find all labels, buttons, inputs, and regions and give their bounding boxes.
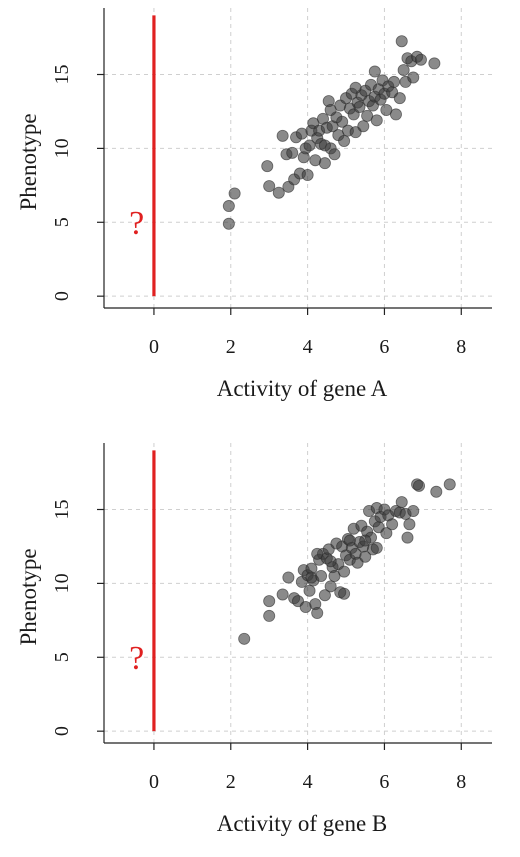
question-mark-annotation: ? xyxy=(129,205,144,242)
data-point xyxy=(338,135,351,148)
data-point xyxy=(311,547,324,560)
x-axis-title: Activity of gene B xyxy=(217,811,388,836)
y-tick-label: 5 xyxy=(51,217,73,227)
x-tick-label: 0 xyxy=(149,336,159,358)
data-point xyxy=(324,580,337,593)
data-point xyxy=(305,571,318,584)
data-point xyxy=(282,571,295,584)
data-point xyxy=(303,584,316,597)
scatter-plot-gene-b: 0 2 4 6 8 0 5 10 15 Activity of gene B Phenotype? xyxy=(16,443,492,836)
data-point xyxy=(324,555,337,568)
x-tick-label: 6 xyxy=(379,336,389,358)
x-tick-label: 8 xyxy=(456,771,466,793)
y-axis-title: Phenotype xyxy=(16,113,41,210)
y-axis-title: Phenotype xyxy=(16,548,41,645)
data-point xyxy=(359,534,372,547)
x-tick-label: 4 xyxy=(303,771,313,793)
y-tick-label: 15 xyxy=(51,65,73,85)
x-axis-title: Activity of gene A xyxy=(217,376,388,401)
data-point xyxy=(318,139,331,152)
question-mark-annotation: ? xyxy=(129,640,144,677)
data-point xyxy=(368,65,381,78)
data-point xyxy=(395,496,408,509)
data-point xyxy=(286,146,299,159)
data-point xyxy=(276,588,289,601)
x-tick-label: 8 xyxy=(456,336,466,358)
data-point xyxy=(343,534,356,547)
data-point xyxy=(222,217,235,230)
x-tick-label: 4 xyxy=(303,336,313,358)
data-point xyxy=(370,541,383,554)
data-point xyxy=(370,114,383,127)
y-tick-label: 0 xyxy=(51,726,73,736)
data-point xyxy=(389,108,402,121)
data-point xyxy=(263,595,276,608)
data-point xyxy=(276,129,289,142)
data-point xyxy=(393,92,406,105)
y-tick-label: 15 xyxy=(51,500,73,520)
data-point xyxy=(261,160,274,173)
data-point xyxy=(301,168,314,181)
data-point xyxy=(403,518,416,531)
data-point xyxy=(407,504,420,517)
data-point xyxy=(324,103,337,116)
scatter-plot-gene-a: 0 2 4 6 8 0 5 10 15 Activity of gene A Phenotype? xyxy=(16,8,492,401)
data-point xyxy=(428,57,441,70)
data-point xyxy=(413,479,426,492)
data-point xyxy=(222,200,235,213)
data-point xyxy=(336,115,349,128)
data-point xyxy=(407,71,420,84)
x-tick-label: 2 xyxy=(226,771,236,793)
panel-gene-a: 0 2 4 6 8 0 5 10 15 Activity of gene A Phenotype? xyxy=(0,0,520,422)
data-point xyxy=(338,565,351,578)
data-point xyxy=(311,606,324,619)
data-point xyxy=(328,148,341,161)
data-point xyxy=(386,518,399,531)
data-point xyxy=(388,75,401,88)
data-point xyxy=(357,120,370,133)
data-point xyxy=(238,632,251,645)
data-point xyxy=(401,531,414,544)
data-point xyxy=(414,53,427,66)
x-tick-label: 2 xyxy=(226,336,236,358)
data-point xyxy=(318,589,331,602)
data-point xyxy=(395,35,408,48)
y-tick-label: 5 xyxy=(51,652,73,662)
data-point xyxy=(318,157,331,170)
x-tick-label: 6 xyxy=(379,771,389,793)
y-tick-label: 10 xyxy=(51,573,73,593)
data-point xyxy=(359,550,372,563)
data-point xyxy=(263,609,276,622)
panel-gene-b: 0 2 4 6 8 0 5 10 15 Activity of gene B Phenotype? xyxy=(0,435,520,857)
data-point xyxy=(263,180,276,193)
data-point xyxy=(228,187,241,200)
x-tick-label: 0 xyxy=(149,771,159,793)
data-point xyxy=(430,485,443,498)
data-point xyxy=(349,81,362,94)
data-point xyxy=(338,587,351,600)
data-point xyxy=(272,186,285,199)
y-tick-label: 10 xyxy=(51,138,73,158)
data-point xyxy=(303,139,316,152)
data-point xyxy=(380,527,393,540)
data-point xyxy=(397,64,410,77)
y-tick-label: 0 xyxy=(51,291,73,301)
data-point xyxy=(443,478,456,491)
data-point xyxy=(353,101,366,114)
